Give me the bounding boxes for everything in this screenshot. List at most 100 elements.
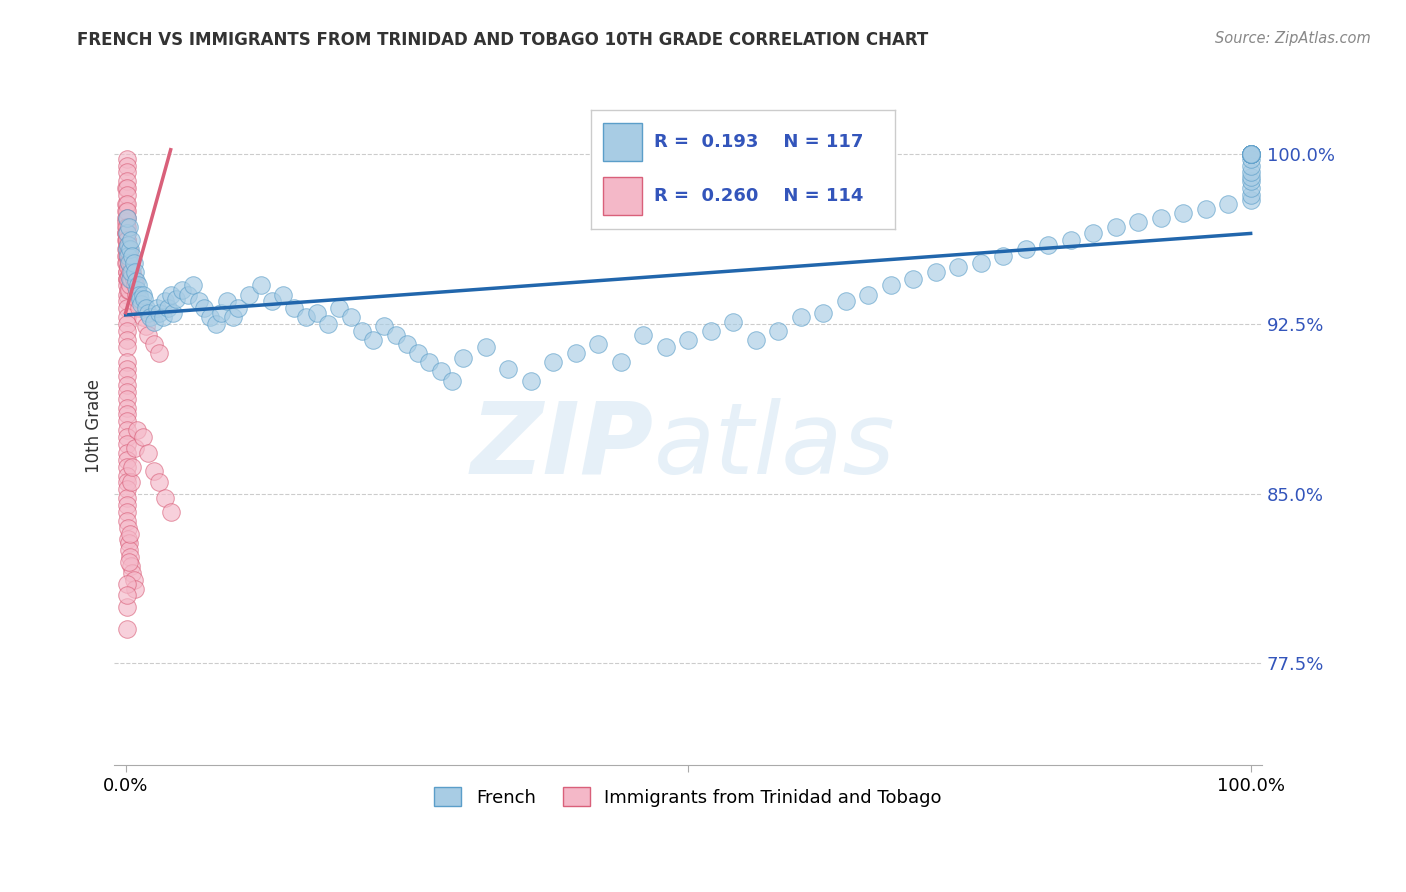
Point <box>115 233 138 247</box>
Point <box>115 423 138 437</box>
Point <box>115 197 138 211</box>
Point <box>328 301 350 315</box>
Point <box>294 310 316 325</box>
Point <box>120 265 142 279</box>
Point <box>128 301 150 315</box>
Point <box>946 260 969 275</box>
Point <box>115 211 138 225</box>
Point <box>115 215 138 229</box>
Point <box>115 514 138 528</box>
Point <box>115 152 138 166</box>
Point <box>118 543 141 558</box>
Point <box>135 301 157 315</box>
Point <box>676 333 699 347</box>
Point <box>115 577 138 591</box>
Point <box>1240 147 1263 161</box>
Point <box>1240 165 1263 179</box>
Point <box>120 233 142 247</box>
Point <box>115 271 138 285</box>
Point <box>176 287 198 301</box>
Point <box>125 287 148 301</box>
Point <box>120 249 142 263</box>
Point <box>115 369 138 384</box>
Point <box>115 227 138 241</box>
Point <box>142 337 165 351</box>
Point <box>117 249 139 263</box>
Point <box>1240 147 1263 161</box>
Point <box>136 305 159 319</box>
Point <box>1014 242 1036 256</box>
Point <box>131 296 153 310</box>
Point <box>115 324 138 338</box>
Point <box>305 305 328 319</box>
Point <box>115 211 138 225</box>
Point <box>1059 233 1081 247</box>
Point <box>115 340 138 354</box>
Point <box>115 242 138 256</box>
Point <box>148 305 170 319</box>
Point <box>117 260 139 275</box>
Point <box>117 271 139 285</box>
Point <box>115 242 138 256</box>
Point <box>811 305 834 319</box>
Point <box>1240 147 1263 161</box>
Point <box>115 278 138 293</box>
Point <box>120 271 142 285</box>
Point <box>1240 174 1263 188</box>
Point <box>121 566 143 580</box>
Point <box>209 305 232 319</box>
Point <box>115 256 138 270</box>
Text: FRENCH VS IMMIGRANTS FROM TRINIDAD AND TOBAGO 10TH GRADE CORRELATION CHART: FRENCH VS IMMIGRANTS FROM TRINIDAD AND T… <box>77 31 928 49</box>
Point <box>496 362 519 376</box>
Point <box>146 301 169 315</box>
Point <box>115 265 138 279</box>
Point <box>115 437 138 451</box>
Point <box>122 271 145 285</box>
Point <box>1126 215 1149 229</box>
Point <box>120 278 142 293</box>
Point <box>165 292 187 306</box>
Point <box>1218 197 1240 211</box>
Point <box>1173 206 1195 220</box>
Point <box>115 491 138 506</box>
Point <box>115 401 138 415</box>
Point <box>115 446 138 460</box>
Point <box>139 310 162 325</box>
Point <box>193 301 215 315</box>
Text: Source: ZipAtlas.com: Source: ZipAtlas.com <box>1215 31 1371 46</box>
Point <box>115 242 138 256</box>
Point <box>153 294 176 309</box>
Point <box>129 292 152 306</box>
Point <box>142 315 165 329</box>
Point <box>115 589 138 603</box>
Point <box>418 355 440 369</box>
Point <box>115 362 138 376</box>
Point <box>120 475 142 490</box>
Point <box>834 294 856 309</box>
Point <box>609 355 631 369</box>
Point <box>1240 193 1263 207</box>
Point <box>115 265 138 279</box>
Point <box>350 324 373 338</box>
Point <box>120 559 142 574</box>
Point <box>115 165 138 179</box>
Point <box>115 378 138 392</box>
Point <box>115 468 138 483</box>
Point <box>474 340 496 354</box>
Point <box>115 310 138 325</box>
Point <box>249 278 271 293</box>
Point <box>118 283 141 297</box>
Point <box>316 317 339 331</box>
Point <box>1149 211 1171 225</box>
Point <box>361 333 384 347</box>
Point <box>115 287 138 301</box>
Point <box>115 384 138 399</box>
Point <box>1240 147 1263 161</box>
Point <box>115 219 138 234</box>
Point <box>125 283 148 297</box>
Point <box>117 532 139 546</box>
Point <box>115 271 138 285</box>
Point <box>969 256 991 270</box>
Point <box>384 328 406 343</box>
Point <box>131 430 153 444</box>
